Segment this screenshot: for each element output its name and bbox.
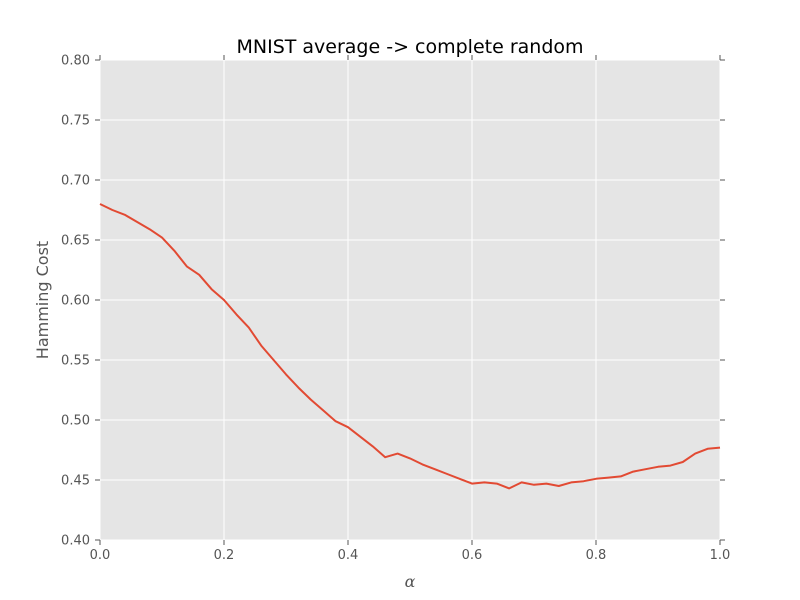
y-tick-label: 0.75 [61, 114, 90, 129]
x-tick-label: 0.2 [214, 548, 235, 563]
x-tick-label: 0.6 [462, 548, 483, 563]
y-tick-label: 0.65 [61, 234, 90, 249]
y-tick-label: 0.40 [61, 534, 90, 549]
x-tick-label: 0.8 [586, 548, 607, 563]
y-tick-label: 0.55 [61, 354, 90, 369]
y-tick-label: 0.80 [61, 54, 90, 69]
x-tick-label: 1.0 [710, 548, 731, 563]
series-layer [99, 203, 721, 490]
x-tick-label: 0.4 [338, 548, 359, 563]
x-tick-labels: 0.0 0.2 0.4 0.6 0.8 1.0 [90, 548, 731, 563]
grid [99, 59, 721, 541]
y-tick-label: 0.50 [61, 414, 90, 429]
y-tick-label: 0.45 [61, 474, 90, 489]
chart-title: MNIST average -> complete random [236, 36, 583, 58]
x-axis-label: α [405, 572, 416, 591]
tick-marks [95, 55, 725, 545]
y-tick-labels: 0.40 0.45 0.50 0.55 0.60 0.65 0.70 0.75 0.80 [61, 54, 90, 549]
series-line [99, 203, 721, 490]
y-tick-label: 0.70 [61, 174, 90, 189]
x-tick-label: 0.0 [90, 548, 111, 563]
y-tick-label: 0.60 [61, 294, 90, 309]
y-axis-label: Hamming Cost [33, 241, 52, 359]
